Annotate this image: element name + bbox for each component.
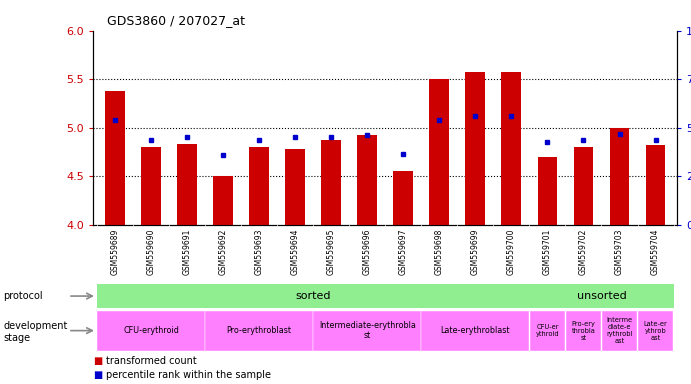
Text: Late-er
ythrob
ast: Late-er ythrob ast xyxy=(644,321,668,341)
Text: GSM559693: GSM559693 xyxy=(254,228,263,275)
Bar xyxy=(177,144,197,225)
Text: ■: ■ xyxy=(93,356,102,366)
Text: CFU-er
ythroid: CFU-er ythroid xyxy=(536,324,559,337)
Bar xyxy=(429,79,449,225)
Bar xyxy=(97,284,529,308)
Bar xyxy=(609,128,630,225)
Text: Interme
diate-e
rythrobl
ast: Interme diate-e rythrobl ast xyxy=(606,317,633,344)
Bar xyxy=(393,171,413,225)
Text: GSM559700: GSM559700 xyxy=(507,228,516,275)
Text: GSM559697: GSM559697 xyxy=(399,228,408,275)
Bar xyxy=(422,311,529,351)
Text: unsorted: unsorted xyxy=(576,291,626,301)
Text: Pro-ery
throbla
st: Pro-ery throbla st xyxy=(571,321,596,341)
Bar xyxy=(529,284,674,308)
Bar xyxy=(357,136,377,225)
Text: protocol: protocol xyxy=(3,291,43,301)
Bar xyxy=(638,311,673,351)
Text: ■: ■ xyxy=(93,370,102,380)
Text: Late-erythroblast: Late-erythroblast xyxy=(441,326,510,335)
Text: GSM559692: GSM559692 xyxy=(218,228,227,275)
Text: GSM559694: GSM559694 xyxy=(291,228,300,275)
Text: Intermediate-erythrobla
st: Intermediate-erythrobla st xyxy=(319,321,416,340)
Bar xyxy=(97,311,205,351)
Text: GSM559691: GSM559691 xyxy=(182,228,191,275)
Bar xyxy=(574,147,594,225)
Bar xyxy=(141,147,161,225)
Bar xyxy=(285,149,305,225)
Text: CFU-erythroid: CFU-erythroid xyxy=(123,326,179,335)
Bar xyxy=(538,157,558,225)
Text: GSM559699: GSM559699 xyxy=(471,228,480,275)
Text: GSM559703: GSM559703 xyxy=(615,228,624,275)
Text: GSM559690: GSM559690 xyxy=(146,228,155,275)
Bar xyxy=(249,147,269,225)
Bar xyxy=(466,73,485,225)
Text: GSM559698: GSM559698 xyxy=(435,228,444,275)
Text: GSM559689: GSM559689 xyxy=(111,228,120,275)
Bar xyxy=(502,73,521,225)
Bar xyxy=(105,91,125,225)
Text: GSM559704: GSM559704 xyxy=(651,228,660,275)
Bar xyxy=(645,145,665,225)
Text: GSM559696: GSM559696 xyxy=(363,228,372,275)
Bar xyxy=(603,311,637,351)
Bar xyxy=(321,140,341,225)
Bar xyxy=(566,311,600,351)
Bar xyxy=(213,176,233,225)
Text: transformed count: transformed count xyxy=(106,356,196,366)
Text: GSM559701: GSM559701 xyxy=(543,228,552,275)
Bar xyxy=(313,311,422,351)
Text: percentile rank within the sample: percentile rank within the sample xyxy=(106,370,271,380)
Text: GSM559695: GSM559695 xyxy=(327,228,336,275)
Bar xyxy=(530,311,565,351)
Text: GSM559702: GSM559702 xyxy=(579,228,588,275)
Bar xyxy=(205,311,313,351)
Text: development
stage: development stage xyxy=(3,321,68,343)
Text: Pro-erythroblast: Pro-erythroblast xyxy=(227,326,292,335)
Text: GDS3860 / 207027_at: GDS3860 / 207027_at xyxy=(107,14,245,27)
Text: sorted: sorted xyxy=(295,291,331,301)
